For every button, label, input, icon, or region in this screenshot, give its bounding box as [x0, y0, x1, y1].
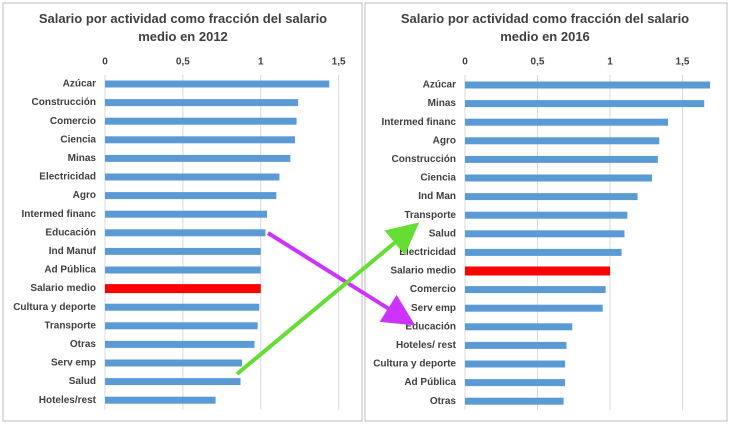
bar — [465, 81, 711, 89]
category-label: Transporte — [44, 320, 96, 331]
x-tick-label: 1,5 — [676, 57, 690, 68]
bar — [465, 286, 606, 294]
category-label: Comercio — [50, 116, 96, 127]
category-label: Azúcar — [63, 79, 96, 90]
bar — [105, 173, 280, 181]
bar — [465, 266, 610, 276]
category-label: Construcción — [32, 97, 96, 108]
category-label: Ciencia — [420, 173, 456, 184]
category-label: Salario medio — [30, 283, 96, 294]
panel-border — [364, 2, 728, 422]
category-label: Minas — [428, 98, 457, 109]
x-tick-label: 0 — [462, 57, 468, 68]
category-label: Salud — [429, 228, 456, 239]
bar — [105, 99, 299, 107]
bar — [105, 303, 260, 311]
category-label: Ad Pública — [44, 265, 96, 276]
bar — [465, 118, 668, 126]
bar — [105, 80, 330, 88]
x-tick-label: 1 — [607, 57, 613, 68]
category-label: Salario medio — [390, 266, 456, 277]
chart-title: Salario por actividad como fracción del … — [400, 11, 690, 44]
bar — [465, 379, 566, 387]
bar — [465, 360, 566, 368]
bar — [105, 154, 291, 162]
bar — [465, 341, 567, 349]
bar — [465, 193, 638, 201]
category-label: Salud — [69, 376, 96, 387]
bar — [465, 174, 653, 182]
category-label: Electricidad — [39, 172, 96, 183]
category-label: Cultura y deporte — [373, 359, 456, 370]
bar — [465, 248, 622, 256]
category-label: Ad Pública — [404, 377, 456, 388]
category-label: Educación — [45, 227, 96, 238]
category-label: Agro — [73, 190, 96, 201]
category-label: Otras — [430, 396, 457, 407]
category-label: Azúcar — [423, 80, 456, 91]
bar — [105, 284, 261, 294]
arrow — [235, 222, 420, 376]
bar — [105, 378, 241, 386]
category-label: Intermed financ — [22, 209, 97, 220]
bar — [105, 340, 255, 348]
bar — [465, 323, 573, 331]
category-label: Serv emp — [411, 303, 456, 314]
category-label: Educación — [405, 321, 456, 332]
bar — [105, 247, 261, 255]
x-tick-label: 0,5 — [531, 57, 545, 68]
bar — [105, 266, 261, 274]
bar — [105, 229, 266, 237]
category-label: Ind Man — [418, 191, 456, 202]
category-label: Minas — [68, 153, 97, 164]
bar — [105, 192, 277, 200]
bar — [105, 359, 243, 367]
x-tick-label: 1,5 — [332, 57, 346, 68]
bar — [465, 100, 705, 108]
bar — [105, 322, 258, 330]
bar — [465, 230, 625, 238]
category-label: Ciencia — [60, 134, 96, 145]
category-label: Otras — [70, 339, 97, 350]
arrow — [266, 231, 416, 326]
category-label: Construcción — [392, 154, 456, 165]
bar — [105, 136, 296, 144]
chart-title: Salario por actividad como fracción del … — [38, 11, 328, 44]
category-label: Comercio — [410, 284, 456, 295]
x-tick-label: 0,5 — [176, 57, 190, 68]
category-label: Intermed financ — [382, 117, 457, 128]
category-label: Hoteles/ rest — [396, 340, 457, 351]
category-label: Hoteles/rest — [39, 395, 97, 406]
panel-border — [2, 2, 363, 422]
bar — [105, 210, 267, 218]
x-tick-label: 1 — [258, 57, 264, 68]
category-label: Ind Manuf — [49, 246, 97, 257]
category-label: Transporte — [404, 210, 456, 221]
x-tick-label: 0 — [102, 57, 108, 68]
bar — [465, 137, 660, 145]
category-label: Agro — [433, 135, 456, 146]
bar — [105, 396, 216, 404]
bar — [465, 304, 603, 312]
bar — [465, 211, 628, 219]
bar — [465, 397, 564, 405]
category-label: Electricidad — [399, 247, 456, 258]
bar — [465, 155, 658, 163]
category-label: Serv emp — [51, 358, 96, 369]
category-label: Cultura y deporte — [13, 302, 96, 313]
bar — [105, 117, 297, 125]
